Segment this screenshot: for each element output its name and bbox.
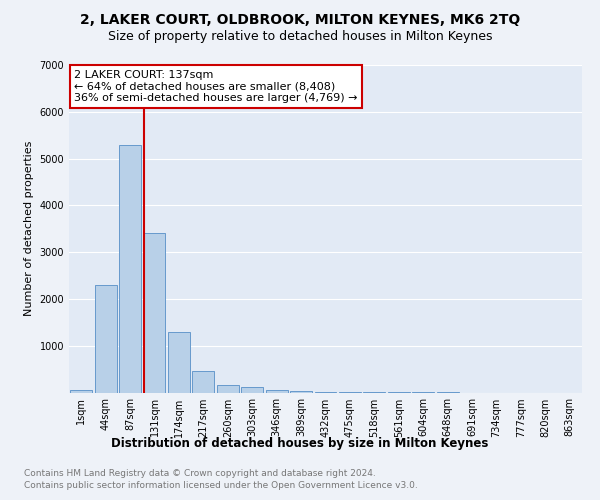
Y-axis label: Number of detached properties: Number of detached properties xyxy=(24,141,34,316)
Text: 2, LAKER COURT, OLDBROOK, MILTON KEYNES, MK6 2TQ: 2, LAKER COURT, OLDBROOK, MILTON KEYNES,… xyxy=(80,12,520,26)
Bar xyxy=(290,391,312,392)
Text: Distribution of detached houses by size in Milton Keynes: Distribution of detached houses by size … xyxy=(112,438,488,450)
Text: 2 LAKER COURT: 137sqm
← 64% of detached houses are smaller (8,408)
36% of semi-d: 2 LAKER COURT: 137sqm ← 64% of detached … xyxy=(74,70,358,103)
Bar xyxy=(241,387,263,392)
Bar xyxy=(266,390,287,392)
Text: Contains HM Land Registry data © Crown copyright and database right 2024.: Contains HM Land Registry data © Crown c… xyxy=(24,469,376,478)
Bar xyxy=(119,144,141,392)
Text: Contains public sector information licensed under the Open Government Licence v3: Contains public sector information licen… xyxy=(24,481,418,490)
Bar xyxy=(217,386,239,392)
Bar xyxy=(168,332,190,392)
Text: Size of property relative to detached houses in Milton Keynes: Size of property relative to detached ho… xyxy=(108,30,492,43)
Bar xyxy=(70,390,92,392)
Bar xyxy=(143,234,166,392)
Bar xyxy=(95,285,116,393)
Bar xyxy=(193,372,214,392)
